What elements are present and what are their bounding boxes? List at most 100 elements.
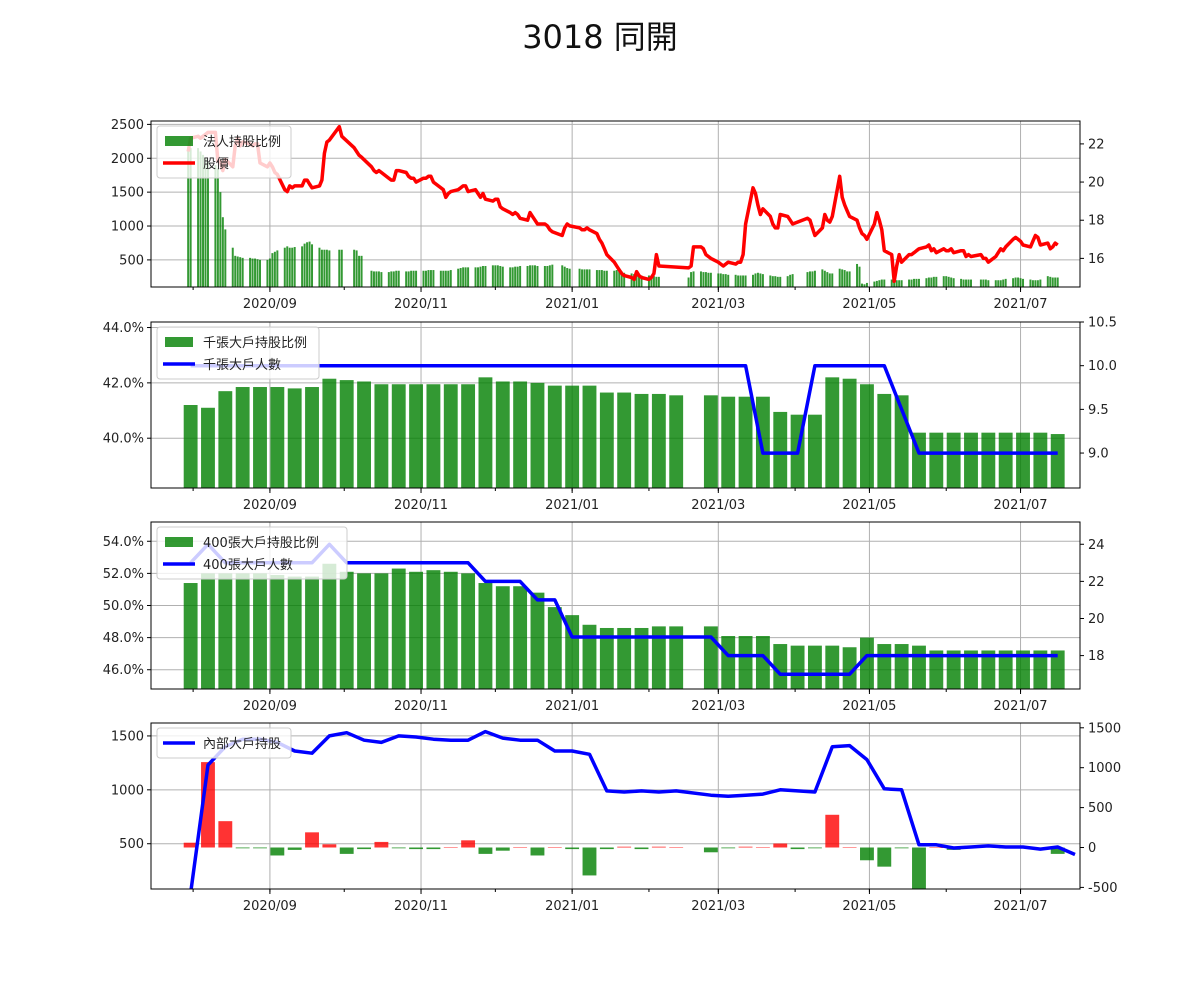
bar bbox=[461, 840, 476, 848]
bar bbox=[825, 645, 840, 689]
bar bbox=[409, 384, 424, 488]
bar bbox=[478, 377, 493, 488]
bar bbox=[270, 387, 285, 488]
bar bbox=[987, 280, 990, 287]
bar bbox=[443, 384, 458, 488]
bar bbox=[484, 265, 487, 287]
bar bbox=[501, 266, 504, 287]
bar bbox=[703, 395, 718, 488]
y-tick-label-left: 1500 bbox=[111, 186, 144, 201]
bar bbox=[586, 269, 589, 287]
bar bbox=[952, 278, 955, 287]
bar bbox=[561, 265, 564, 287]
bar bbox=[826, 272, 829, 287]
bar bbox=[391, 847, 406, 849]
bar bbox=[617, 627, 632, 689]
legend-bar-swatch bbox=[165, 337, 193, 347]
x-tick-label: 2020/09 bbox=[243, 899, 297, 914]
bar bbox=[340, 249, 343, 287]
bar bbox=[734, 274, 737, 287]
bar bbox=[997, 280, 1000, 287]
bar bbox=[375, 271, 378, 287]
x-tick-label: 2021/01 bbox=[545, 699, 599, 714]
bar bbox=[962, 279, 965, 287]
bar bbox=[900, 280, 903, 287]
bar bbox=[721, 396, 736, 488]
bar bbox=[338, 249, 341, 287]
bar bbox=[947, 276, 950, 287]
bar bbox=[390, 271, 393, 287]
y-tick-label-right: 500 bbox=[1088, 801, 1113, 816]
y-tick-label-right: 20 bbox=[1088, 612, 1105, 627]
bar bbox=[1019, 278, 1022, 287]
bar bbox=[1049, 276, 1052, 287]
bar bbox=[374, 384, 389, 488]
y-tick-label-left: 48.0% bbox=[103, 631, 144, 646]
bar bbox=[187, 148, 190, 287]
bar bbox=[1033, 650, 1048, 689]
bar bbox=[293, 247, 296, 287]
legend-label: 千張大戶持股比例 bbox=[203, 336, 307, 351]
bar bbox=[218, 391, 233, 488]
bar bbox=[495, 381, 510, 488]
bar bbox=[461, 384, 476, 488]
bar bbox=[231, 247, 234, 287]
y-tick-label-right: 22 bbox=[1088, 137, 1105, 152]
bar bbox=[599, 392, 614, 488]
bar bbox=[860, 384, 874, 488]
bar bbox=[721, 847, 736, 849]
bar bbox=[950, 277, 953, 287]
bar bbox=[197, 148, 200, 287]
bar bbox=[878, 280, 881, 287]
bar bbox=[432, 270, 435, 287]
x-tick-label: 2021/03 bbox=[691, 899, 745, 914]
y-tick-label-right: 1000 bbox=[1088, 761, 1121, 776]
bar bbox=[912, 847, 926, 889]
bar bbox=[478, 847, 493, 854]
y-tick-label-left: 1000 bbox=[111, 220, 144, 235]
bar bbox=[860, 847, 874, 861]
bar bbox=[825, 377, 840, 488]
bar bbox=[932, 276, 935, 287]
bar bbox=[630, 273, 633, 287]
bar bbox=[807, 847, 822, 849]
bar bbox=[358, 255, 361, 287]
bar bbox=[306, 242, 309, 287]
y-tick-label-right: 0 bbox=[1088, 841, 1096, 856]
bar bbox=[372, 271, 375, 287]
x-tick-label: 2020/11 bbox=[394, 498, 448, 513]
bar bbox=[509, 267, 512, 287]
bar bbox=[374, 841, 389, 848]
bar bbox=[651, 626, 666, 689]
bar bbox=[481, 265, 484, 287]
bar bbox=[1004, 278, 1007, 287]
legend-label: 股價 bbox=[203, 157, 229, 172]
bar bbox=[426, 384, 441, 488]
bar bbox=[442, 270, 445, 287]
bar bbox=[999, 280, 1002, 287]
bar bbox=[842, 647, 857, 689]
bar bbox=[724, 274, 727, 287]
legend-label: 千張大戶人數 bbox=[203, 358, 281, 373]
bar bbox=[786, 276, 789, 287]
panel-3: 46.0% 48.0% 50.0% 52.0% 54.0% 18 20 22 24 2020/09… bbox=[103, 521, 1105, 714]
bar bbox=[828, 273, 831, 287]
bar bbox=[268, 258, 271, 287]
bar bbox=[239, 257, 242, 287]
bar bbox=[774, 276, 777, 287]
bar bbox=[893, 279, 896, 287]
bar bbox=[707, 272, 710, 287]
bar bbox=[861, 283, 863, 287]
bar bbox=[287, 847, 302, 850]
bar bbox=[1056, 277, 1059, 287]
bar bbox=[259, 259, 261, 287]
bar bbox=[201, 407, 215, 488]
bar bbox=[318, 247, 321, 287]
bar bbox=[789, 274, 792, 287]
bar bbox=[339, 380, 354, 488]
bar bbox=[320, 249, 323, 287]
bar bbox=[877, 644, 892, 689]
bar bbox=[842, 378, 857, 488]
bar bbox=[755, 847, 770, 848]
bar bbox=[965, 279, 968, 287]
